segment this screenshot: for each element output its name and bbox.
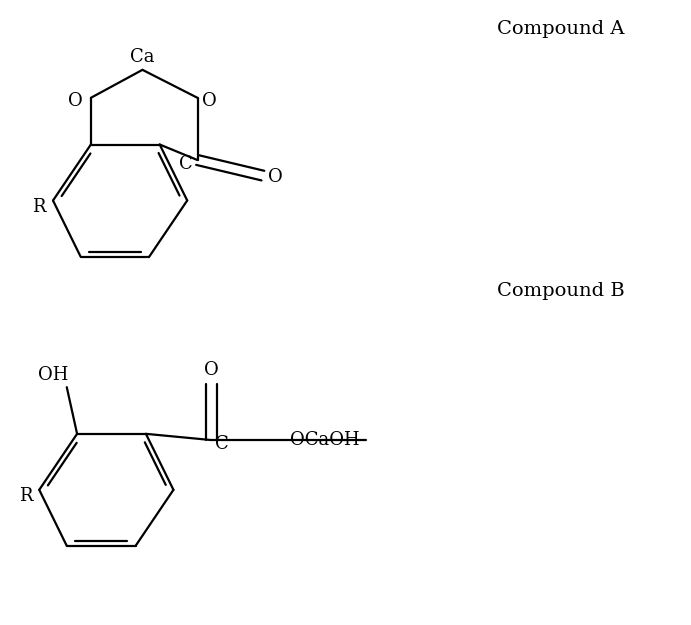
Text: R: R (19, 487, 32, 505)
Text: C: C (179, 156, 193, 173)
Text: OCaOH: OCaOH (290, 431, 360, 449)
Text: C: C (215, 436, 229, 453)
Text: Compound B: Compound B (497, 282, 625, 300)
Text: R: R (32, 198, 46, 216)
Text: O: O (68, 92, 83, 110)
Text: O: O (202, 92, 216, 110)
Text: O: O (204, 361, 218, 379)
Text: Ca: Ca (130, 48, 155, 66)
Text: O: O (268, 168, 283, 186)
Text: Compound A: Compound A (497, 21, 625, 38)
Text: OH: OH (38, 366, 68, 384)
